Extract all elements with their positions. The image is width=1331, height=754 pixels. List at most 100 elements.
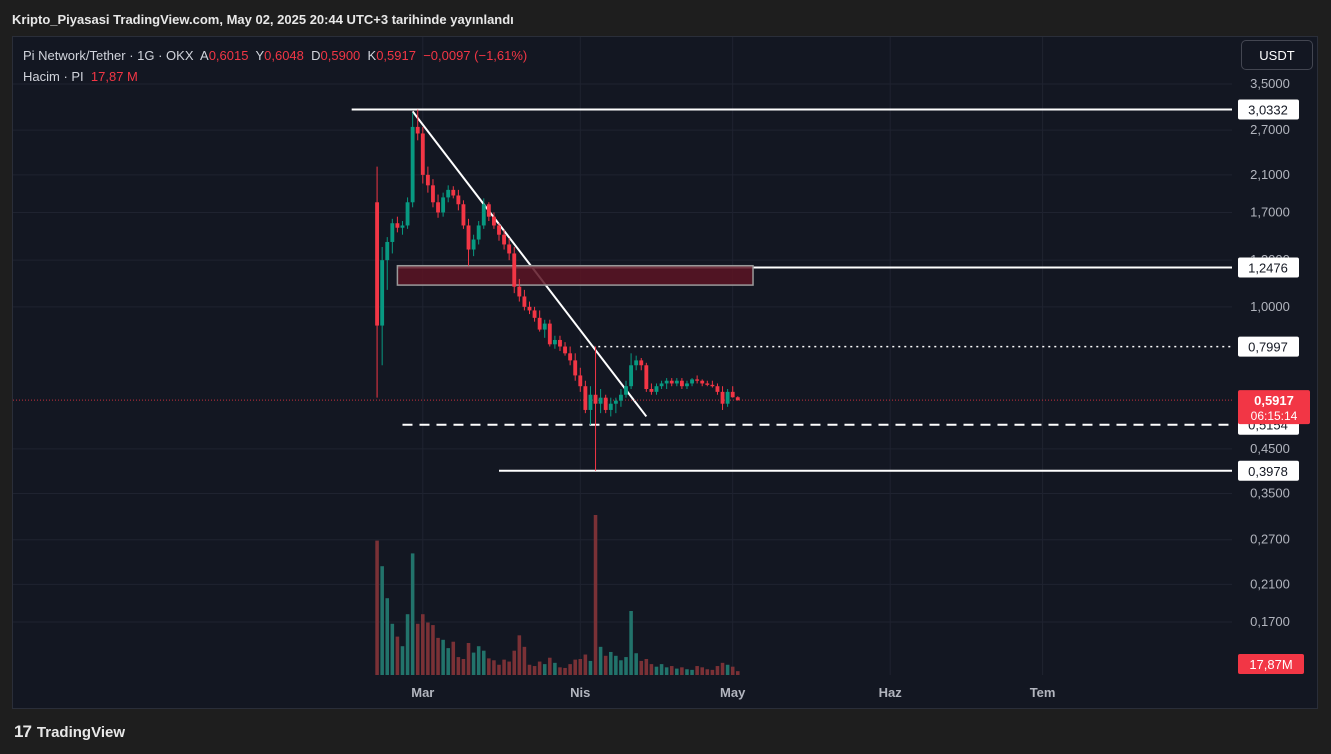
resistance-zone [396,264,754,286]
volume-bar [517,635,522,675]
candle-body [583,386,588,410]
candle-body [471,239,476,250]
volume-bar [588,660,593,675]
volume-bar [471,652,476,675]
legend-volume-row: Hacim · PI 17,87 M [23,66,527,87]
volume-bar [426,622,430,675]
candle-body [685,383,689,387]
candle-body [527,306,532,311]
candle-body [451,189,456,196]
candle-body [624,386,628,395]
legend-symbol[interactable]: Pi Network/Tether · 1G · OKX [23,48,194,63]
candle-body [634,360,639,366]
volume-bar [476,646,481,675]
footer-brand[interactable]: 17 TradingView [14,722,125,742]
candle-body [613,400,618,404]
tradingview-logo-icon: 17 [14,722,32,741]
candle-body [730,391,735,398]
candle-body [578,375,583,387]
candle-body [679,380,684,387]
candle-body [715,386,720,392]
candle-body [639,360,644,366]
volume-bar [568,664,572,675]
trend-line [411,110,648,418]
volume-bar [380,566,384,675]
price-axis: 3,50002,70002,10001,70001,30001,00000,45… [1250,76,1290,629]
volume-bar [436,637,440,675]
volume-bar [548,657,552,675]
volume-bar [410,553,415,675]
volume-bar [644,659,649,675]
price-label-box [1238,99,1299,120]
candle-body [710,384,715,387]
y-tick-label: 2,1000 [1250,167,1290,182]
y-tick-label: 0,3500 [1250,486,1290,501]
candle-body [603,397,608,410]
volume-bar [492,660,496,675]
volume-bar [624,657,628,675]
volume-bar [608,651,613,675]
price-labels: 3,03321,24760,79970,51540,39780,591706:1… [1238,99,1310,674]
candle-body [436,202,440,213]
volume-bar [527,664,532,675]
price-label-box [1238,257,1299,278]
candle-body [400,225,405,228]
volume-bar [603,655,608,675]
candle-body [466,225,471,250]
candle-body [674,380,679,384]
volume-bar [400,646,405,675]
candle-body [512,253,517,287]
legend-close-label: K [367,48,377,63]
y-tick-label: 1,0000 [1250,299,1290,314]
legend-volume-label[interactable]: Hacim · PI [23,69,84,84]
volume-bar [705,669,710,675]
y-tick-label: 3,5000 [1250,76,1290,91]
volume-bar [639,660,644,675]
candle-body [552,339,557,345]
time-axis: Mar Nis May Haz Tem [411,685,1055,700]
price-label-text: 1,2476 [1248,260,1288,275]
y-tick-label: 0,1700 [1250,614,1290,629]
volume-bar [629,611,633,675]
candle-body [608,403,613,410]
volume-bar [456,657,461,675]
candle-body [497,225,501,235]
volume-bar [659,664,664,675]
candle-body [542,323,547,330]
legend-close: 0,5917 [376,48,416,63]
volume-bar [598,646,603,675]
candle-body [669,380,674,384]
volume-bar [690,669,694,675]
price-label-text: 0,3978 [1248,464,1288,479]
legend-high: 0,6048 [264,48,304,63]
candle-body [446,189,451,198]
x-tick-label: Nis [570,685,590,700]
candle-body [735,397,740,401]
volume-bar [542,664,547,675]
last-price-badge [1238,390,1310,425]
candle-body [695,379,700,381]
volume-bar [390,623,395,675]
candle-body [690,379,694,384]
candle-body [649,389,654,392]
candle-body [720,391,725,404]
currency-button[interactable]: USDT [1241,40,1313,70]
volume-bar [695,666,699,675]
volume-bar [720,662,725,675]
y-tick-label: 2,7000 [1250,122,1290,137]
countdown-text: 06:15:14 [1251,409,1298,423]
price-label-text: 3,0332 [1248,102,1288,117]
volume-bar [497,664,501,675]
candle-body [532,310,537,318]
candle-body [431,185,435,203]
volume-bar [461,659,466,675]
volume-bar [710,669,715,675]
candles [375,109,740,471]
volume-bar [573,659,577,675]
chart-frame[interactable] [12,36,1318,709]
candle-body [629,365,634,387]
legend-low: 0,5900 [320,48,361,63]
volume-bar [532,666,537,675]
legend-volume-value: 17,87 M [90,69,138,84]
